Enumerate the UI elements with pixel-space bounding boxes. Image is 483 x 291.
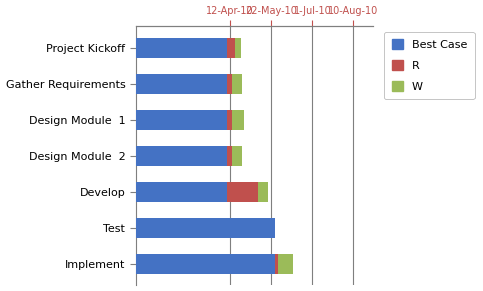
Bar [227, 182, 258, 202]
Bar [232, 74, 242, 93]
Bar [232, 110, 244, 129]
Bar [235, 38, 241, 58]
Bar [136, 146, 227, 166]
Bar [136, 74, 227, 93]
Bar [136, 182, 227, 202]
Bar [278, 254, 293, 274]
Bar [227, 146, 232, 166]
Bar [136, 110, 227, 129]
Bar [136, 254, 275, 274]
Bar [258, 182, 268, 202]
Bar [136, 38, 227, 58]
Bar [136, 218, 275, 238]
Bar [275, 254, 278, 274]
Bar [227, 38, 235, 58]
Bar [227, 110, 232, 129]
Legend: Best Case, R, W: Best Case, R, W [384, 31, 475, 100]
Bar [232, 146, 242, 166]
Bar [227, 74, 232, 93]
